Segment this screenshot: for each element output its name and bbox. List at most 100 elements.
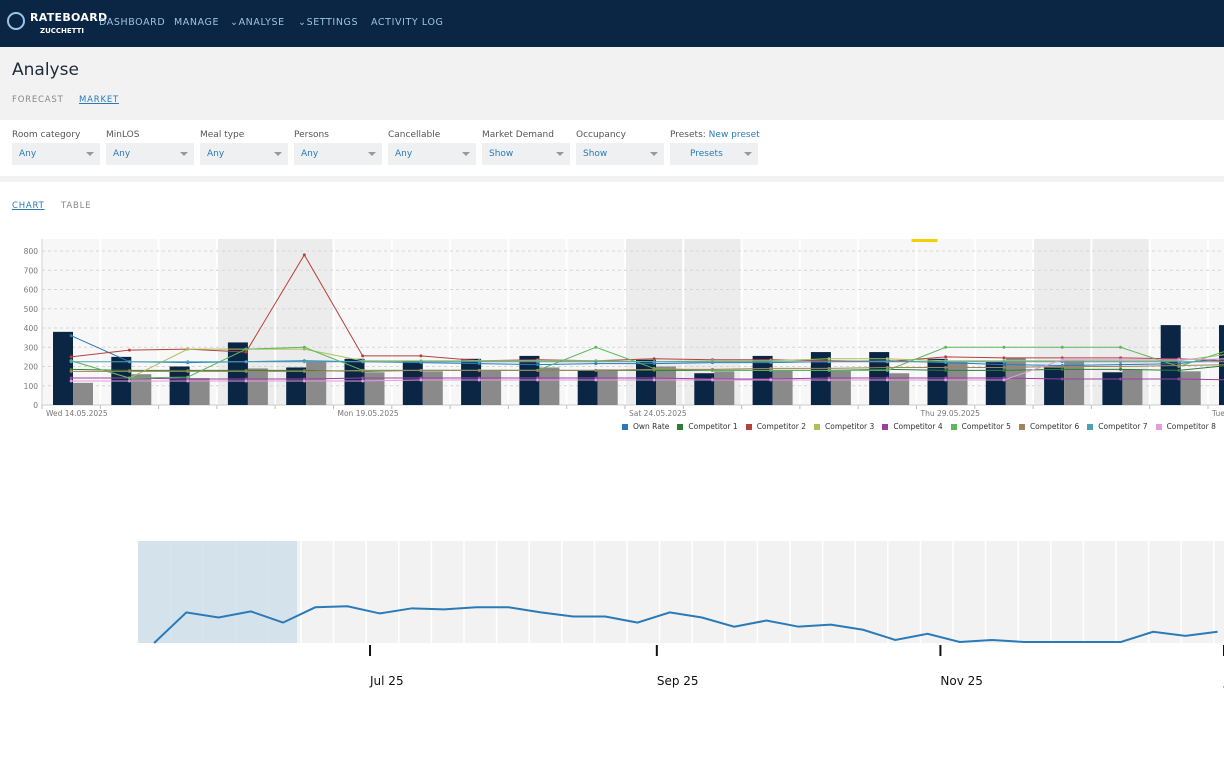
legend-label: Competitor 5 [961,422,1011,431]
view-tab[interactable]: TABLE [61,201,92,211]
legend-label: Competitor 8 [1166,422,1216,431]
legend-item[interactable]: Competitor 8 [1155,422,1216,431]
point [885,365,889,369]
point [244,350,248,354]
point [477,360,481,364]
filter-select[interactable]: Any [12,143,100,165]
legend-item[interactable]: Competitor 4 [882,422,943,431]
bar [1044,367,1065,405]
bar [422,371,443,405]
new-preset[interactable]: New preset [708,130,760,140]
point [944,378,948,382]
page-title: Analyse [12,60,79,80]
legend-item[interactable]: Competitor 7 [1087,422,1148,431]
bar [597,369,618,405]
point [652,367,656,371]
point [594,360,598,364]
bar [1160,325,1181,405]
bar [169,366,190,405]
legend-item[interactable]: Competitor 5 [950,422,1011,431]
point [1002,356,1006,360]
point [69,369,73,373]
bar [656,366,676,405]
point [1060,365,1064,368]
label: Presets: [670,130,706,140]
presets-button[interactable]: Presets [670,143,758,165]
bar [227,342,248,405]
y-tick-label: 200 [24,363,39,372]
point [127,348,131,352]
bar [947,361,968,405]
tab[interactable]: MARKET [79,95,119,105]
point [69,334,73,338]
filter-select[interactable]: Any [294,143,382,165]
bar [286,367,307,405]
x-tick-label: Wed 14.05.2025 [46,409,108,418]
bar [636,359,656,405]
point [827,366,831,370]
filter-select[interactable]: Any [200,143,288,165]
legend-item[interactable]: Competitor 3 [814,422,874,431]
nav-item[interactable]: ⌄ANALYSE [230,17,285,28]
point [594,345,598,349]
filter-select[interactable]: Show [576,143,664,165]
tab[interactable]: FORECAST [12,95,64,105]
nav-item[interactable]: ACTIVITY LOG [371,17,444,28]
brand: RATEBOARD [30,11,108,24]
legend-item[interactable]: Competitor 6 [1018,422,1079,431]
filter-select[interactable]: Show [482,143,570,165]
point [594,378,598,382]
point [302,379,306,383]
point [769,366,773,370]
x-tick-label: Sep 25 [657,674,699,688]
point [186,375,190,379]
filter-label: Meal type [200,130,245,140]
filter-select[interactable]: Any [388,143,476,165]
filter-label: Persons [294,130,329,140]
legend-swatch [1087,424,1094,430]
point [827,360,831,364]
legend-label: Competitor 7 [1098,422,1148,431]
legend-label: Competitor 4 [893,422,943,431]
legend-swatch [622,424,628,430]
page-header [0,47,1224,120]
nav-item[interactable]: MANAGE [174,17,220,28]
navigator-bg [138,541,1224,643]
point [944,360,948,364]
bar [1102,372,1123,405]
point [127,379,131,383]
point [244,360,248,364]
bar [481,370,502,405]
y-tick-label: 100 [24,382,39,391]
point [885,360,889,364]
filter-label: Market Demand [482,130,554,140]
nav-item[interactable]: DASHBOARD [99,17,166,28]
selection [138,541,297,643]
view-tab[interactable]: CHART [12,201,45,211]
point [710,378,714,382]
bar [772,370,793,405]
point [302,360,306,364]
presets-label: Presets: New preset [670,130,760,140]
logo [7,12,25,30]
legend-swatch [814,424,820,430]
point [1119,345,1123,349]
legend-swatch [1155,424,1162,430]
point [1002,378,1006,382]
bar [402,360,423,405]
legend-swatch [950,424,957,430]
legend-item[interactable]: Own Rate [622,422,669,431]
point [944,365,948,369]
point [1177,368,1181,372]
filter-select[interactable]: Any [106,143,194,165]
legend-item[interactable]: Competitor 1 [677,422,738,431]
legend-item[interactable]: Competitor 2 [745,422,806,431]
point [1002,365,1006,369]
point [1002,345,1006,349]
bar [714,371,735,405]
point [186,379,190,383]
point [1060,377,1064,381]
point [827,357,831,361]
nav-item[interactable]: ⌄SETTINGS [298,17,358,28]
